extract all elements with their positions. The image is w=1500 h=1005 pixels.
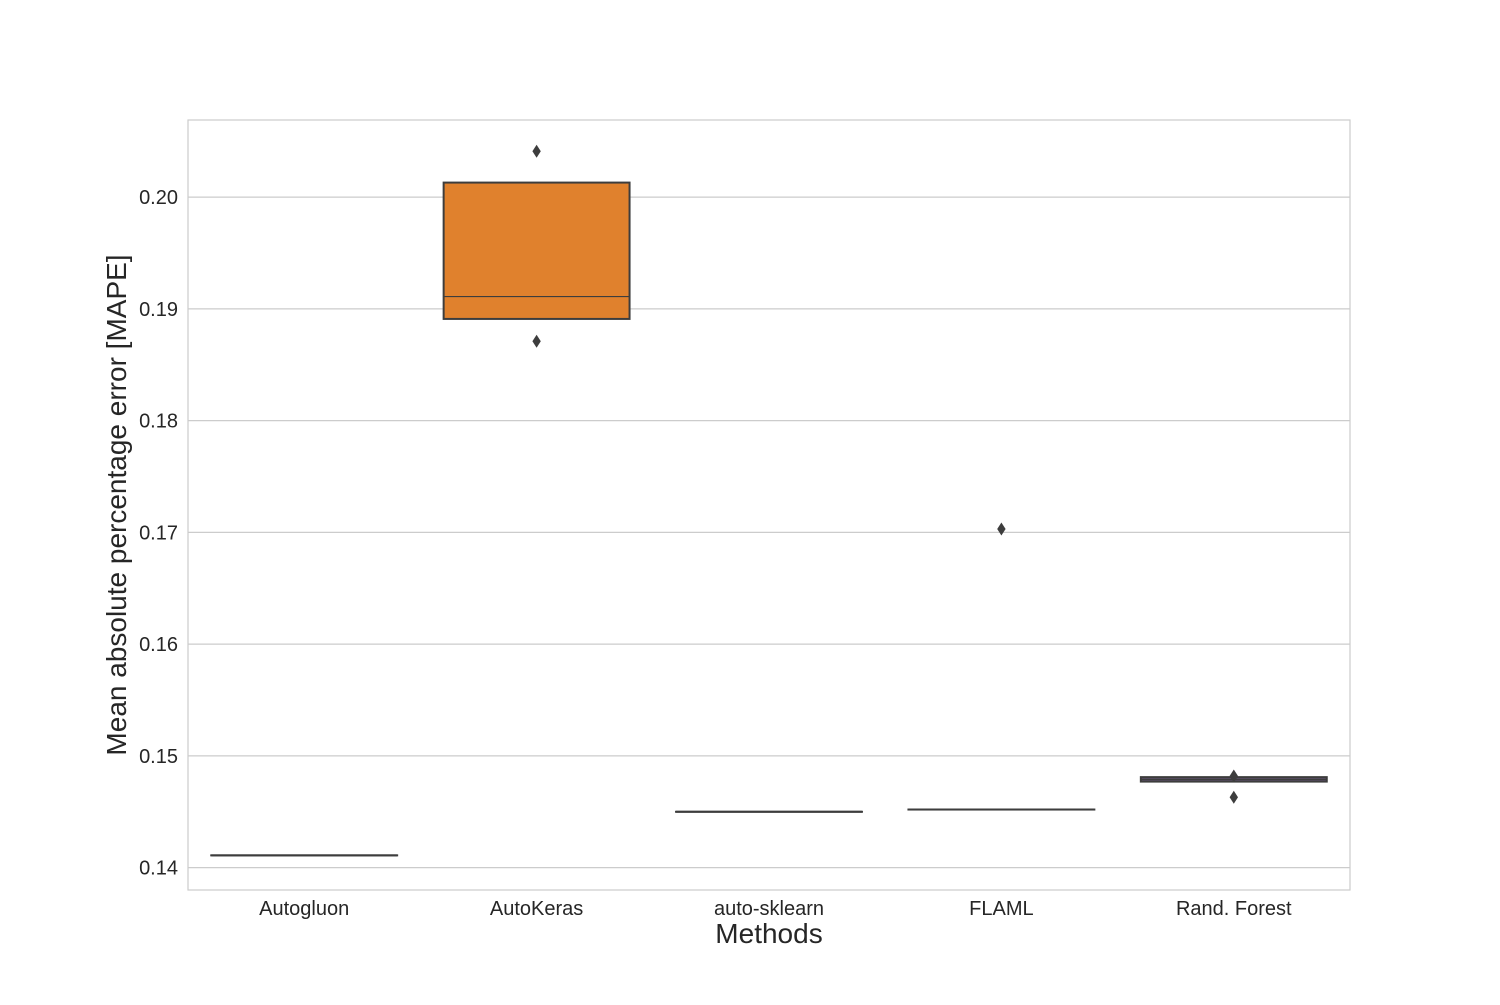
x-tick-label: AutoKeras <box>490 898 583 920</box>
y-tick-label: 0.19 <box>139 299 178 321</box>
box-rand-forest <box>1141 770 1327 804</box>
x-tick-label: auto-sklearn <box>714 898 824 920</box>
outlier-marker <box>1230 791 1238 804</box>
x-axis-title: Methods <box>715 918 822 949</box>
box-flaml <box>908 523 1094 810</box>
grid-lines <box>188 197 1350 868</box>
outlier-marker <box>532 335 540 348</box>
x-tick-labels: Autogluon AutoKeras auto-sklearn FLAML Rand.… <box>259 898 1292 920</box>
plot-frame <box>188 120 1350 890</box>
outlier-marker <box>532 145 540 158</box>
y-tick-labels: 0.14 0.15 0.16 0.17 0.18 0.19 0.20 <box>139 187 178 880</box>
y-tick-label: 0.15 <box>139 746 178 768</box>
x-tick-label: FLAML <box>969 898 1033 920</box>
box-body <box>444 183 630 319</box>
outlier-marker <box>997 523 1005 536</box>
boxes <box>211 145 1327 856</box>
box-autokeras <box>444 145 630 348</box>
y-tick-label: 0.20 <box>139 187 178 209</box>
y-axis-title: Mean absolute percentage error [MAPE] <box>101 254 132 755</box>
x-tick-label: Autogluon <box>259 898 349 920</box>
y-tick-label: 0.18 <box>139 411 178 433</box>
y-tick-label: 0.17 <box>139 522 178 544</box>
y-tick-label: 0.16 <box>139 634 178 656</box>
x-tick-label: Rand. Forest <box>1176 898 1292 920</box>
y-tick-label: 0.14 <box>139 858 178 880</box>
